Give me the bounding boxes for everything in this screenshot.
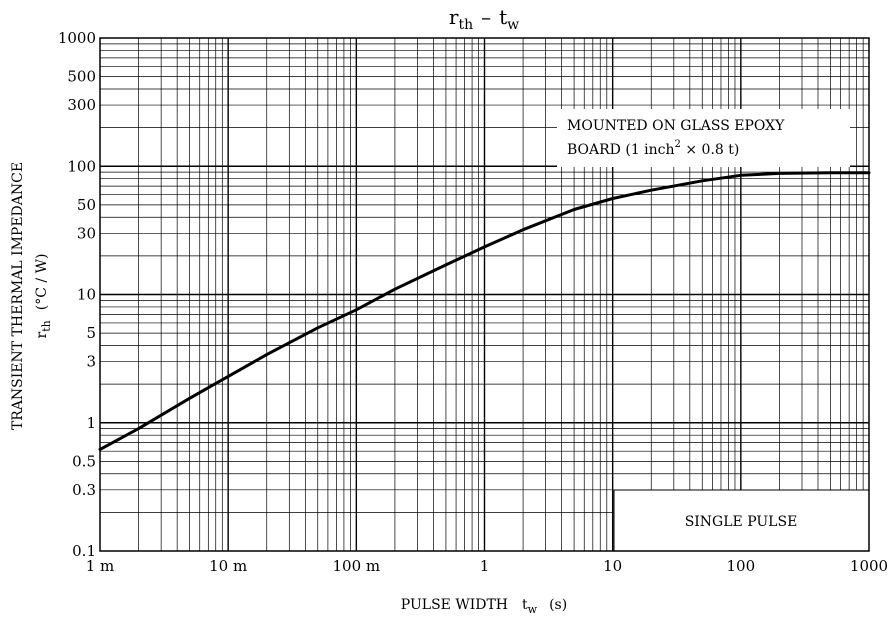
y-axis-symbol: r	[34, 331, 50, 338]
mounting-annotation-line2: BOARD (1 inch2 × 0.8 t)	[567, 139, 739, 158]
y-tick-label: 1	[86, 414, 96, 432]
y-tick-label: 0.3	[72, 481, 96, 499]
title-second: t	[499, 5, 507, 29]
y-tick-label: 300	[67, 96, 96, 114]
single-pulse-label: SINGLE PULSE	[685, 514, 798, 530]
x-axis-label: PULSE WIDTH tw (s)	[401, 597, 567, 616]
plot-grid	[100, 38, 869, 551]
mounting-annotation-superscript: 2	[675, 139, 681, 150]
y-tick-label: 1000	[58, 29, 96, 47]
y-tick-label: 0.5	[72, 452, 96, 470]
x-tick-label: 100 m	[333, 557, 381, 575]
y-tick-label: 3	[86, 353, 96, 371]
x-tick-label: 1000	[850, 557, 888, 575]
y-axis-symbol-sub: th	[40, 320, 53, 332]
y-tick-label: 50	[77, 196, 96, 214]
thermal-impedance-curve	[98, 171, 871, 451]
y-tick-label: 10	[77, 286, 96, 304]
y-tick-label: 0.1	[72, 542, 96, 560]
y-axis-label: TRANSIENT THERMAL IMPEDANCE rth (°C / W)	[10, 162, 53, 430]
y-tick-labels: 0.1 0.3 0.5 1 3 5 10 30 50 100 300 500 1000	[58, 29, 96, 560]
y-axis-label-text: TRANSIENT THERMAL IMPEDANCE	[10, 162, 26, 430]
y-tick-label: 30	[77, 224, 96, 242]
x-tick-label: 100	[727, 557, 756, 575]
y-tick-label: 100	[67, 157, 96, 175]
plot-border	[99, 37, 870, 552]
y-tick-label: 5	[86, 324, 96, 342]
title-main-sub: th	[458, 17, 473, 33]
curve-layer	[98, 171, 871, 451]
x-tick-label: 10 m	[209, 557, 247, 575]
x-axis-symbol: t	[522, 597, 528, 613]
mounting-annotation-text-b: × 0.8 t)	[681, 142, 739, 158]
x-axis-unit: (s)	[549, 597, 567, 613]
mounting-annotation-box	[557, 109, 850, 167]
x-tick-label: 10	[603, 557, 622, 575]
chart-title: rth – tw	[449, 5, 519, 33]
mounting-annotation-text-a: BOARD (1 inch	[567, 142, 675, 158]
x-tick-label: 1	[480, 557, 490, 575]
x-axis-symbol-sub: w	[528, 603, 538, 616]
x-tick-label: 1 m	[86, 557, 115, 575]
x-axis-label-text: PULSE WIDTH	[401, 597, 508, 613]
y-tick-label: 500	[67, 68, 96, 86]
x-tick-labels: 1 m 10 m 100 m 1 10 100 1000	[86, 557, 888, 575]
y-axis-unit: (°C / W)	[34, 254, 50, 311]
y-axis-label-symbol: rth (°C / W)	[34, 254, 53, 339]
title-dash: –	[481, 5, 491, 29]
title-main: r	[449, 5, 459, 29]
title-second-sub: w	[507, 17, 519, 33]
mounting-annotation-line1: MOUNTED ON GLASS EPOXY	[567, 118, 785, 134]
